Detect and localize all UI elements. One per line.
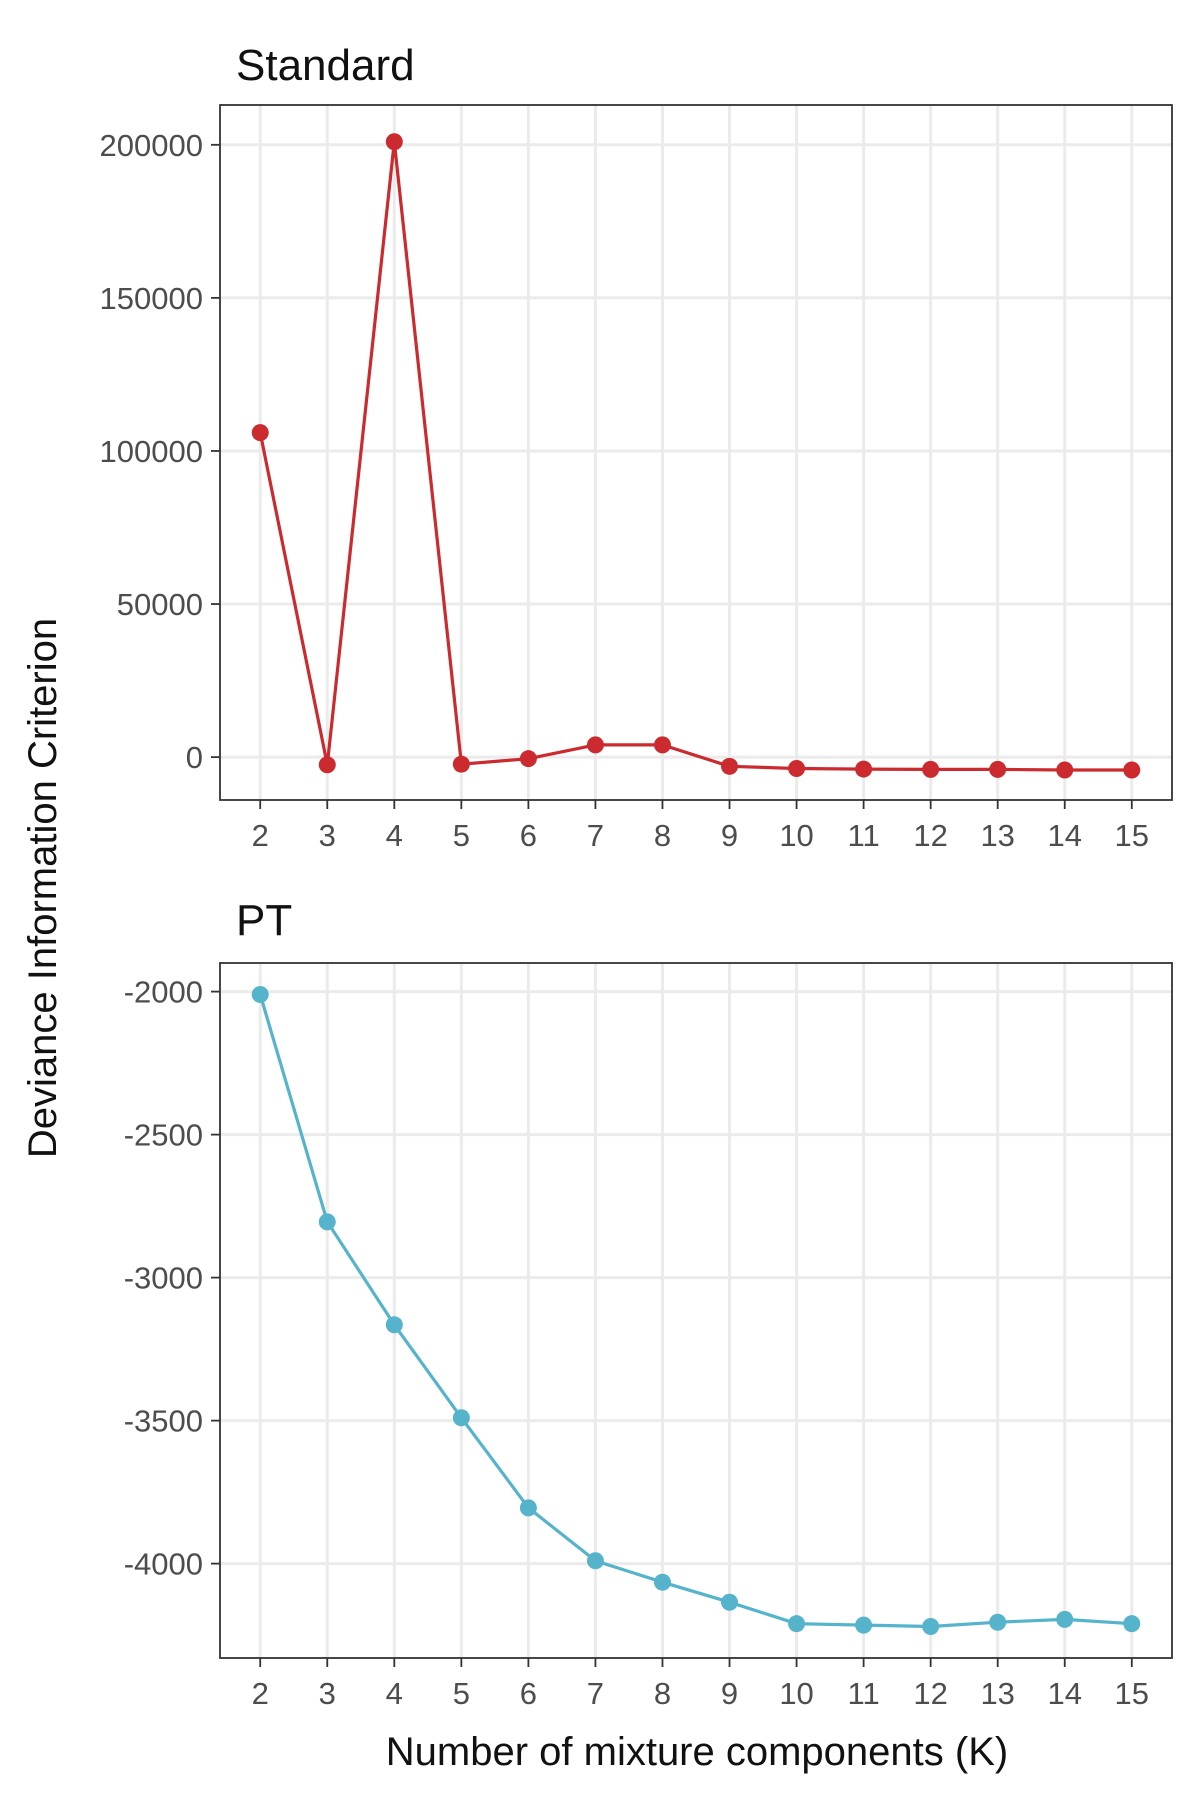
pt-data-point	[385, 1316, 403, 1334]
pt-x-tick-label: 6	[520, 1676, 537, 1711]
pt-data-point	[788, 1615, 806, 1633]
standard-x-tick-label: 3	[319, 818, 336, 853]
standard-series-line	[258, 140, 1132, 772]
standard-x-tick-label: 2	[252, 818, 269, 853]
pt-data-point	[989, 1613, 1007, 1631]
pt-data-point	[1123, 1615, 1141, 1633]
pt-data-point	[519, 1499, 537, 1517]
standard-data-point	[721, 757, 739, 775]
pt-data-point	[1056, 1610, 1074, 1628]
pt-x-tick-label: 5	[453, 1676, 470, 1711]
pt-x-tick-label: 8	[654, 1676, 671, 1711]
pt-x-tick-label: 14	[1047, 1676, 1081, 1711]
standard-data-point	[385, 133, 403, 151]
pt-data-point	[251, 985, 269, 1003]
standard-x-tick-label: 14	[1047, 818, 1081, 853]
pt-data-point	[855, 1616, 873, 1634]
standard-y-tick-label: 200000	[100, 128, 203, 163]
standard-data-point	[1056, 761, 1074, 779]
pt-x-tick-label: 3	[319, 1676, 336, 1711]
standard-x-tick-label: 5	[453, 818, 470, 853]
standard-plot-background	[220, 105, 1172, 800]
pt-x-tick-label: 7	[587, 1676, 604, 1711]
standard-data-point	[922, 760, 940, 778]
pt-y-tick-label: -3500	[124, 1404, 203, 1439]
pt-y-tick-label: -2000	[124, 975, 203, 1010]
pt-data-point	[586, 1552, 604, 1570]
pt-x-tick-label: 2	[252, 1676, 269, 1711]
standard-data-point	[452, 755, 470, 773]
standard-x-tick-label: 9	[721, 818, 738, 853]
pt-panel-border	[219, 962, 1173, 1659]
pt-x-tick-label: 11	[848, 1676, 880, 1711]
pt-data-point	[721, 1593, 739, 1611]
pt-data-point	[653, 1573, 671, 1591]
pt-x-tick-label: 9	[721, 1676, 738, 1711]
standard-y-tick-label: 50000	[117, 587, 203, 622]
standard-x-tick-label: 13	[980, 818, 1014, 853]
pt-y-tick-label: -3000	[124, 1261, 203, 1296]
standard-data-point	[653, 736, 671, 754]
standard-x-tick-label: 11	[848, 818, 880, 853]
pt-x-tick-label: 13	[980, 1676, 1014, 1711]
standard-data-point	[855, 760, 873, 778]
pt-y-tick-label: -4000	[124, 1547, 203, 1582]
standard-x-tick-label: 12	[913, 818, 947, 853]
pt-series-line	[258, 994, 1132, 1629]
pt-x-tick-label: 10	[779, 1676, 813, 1711]
pt-y-tick-label: -2500	[124, 1118, 203, 1153]
standard-data-point	[251, 424, 269, 442]
pt-x-tick-label: 4	[386, 1676, 403, 1711]
standard-data-point	[586, 736, 604, 754]
standard-x-tick-label: 15	[1115, 818, 1149, 853]
standard-x-tick-label: 7	[587, 818, 604, 853]
standard-y-tick-label: 150000	[100, 281, 203, 316]
standard-y-tick-label: 100000	[100, 434, 203, 469]
standard-panel: 0 50000 100000 150000 200000 2 3 4 5 6 7 8 9 10 11 12 13…	[100, 41, 1173, 853]
pt-x-tick-label: 15	[1115, 1676, 1149, 1711]
pt-panel-title: PT	[236, 896, 292, 945]
standard-x-tick-label: 6	[520, 818, 537, 853]
standard-x-tick-label: 4	[386, 818, 403, 853]
standard-x-tick-label: 8	[654, 818, 671, 853]
x-axis-title: Number of mixture components (K)	[386, 1730, 1008, 1774]
standard-panel-title: Standard	[236, 41, 415, 90]
standard-panel-border	[219, 104, 1173, 801]
standard-data-point	[1123, 761, 1141, 779]
standard-x-tick-label: 10	[779, 818, 813, 853]
standard-y-tick-label: 0	[186, 740, 203, 775]
standard-data-point	[519, 750, 537, 768]
standard-data-point	[788, 759, 806, 777]
pt-data-point	[922, 1618, 940, 1636]
pt-plot-background	[220, 963, 1172, 1658]
pt-data-point	[452, 1409, 470, 1427]
standard-data-point	[989, 760, 1007, 778]
pt-panel: -4000 -3500 -3000 -2500 -2000 2 3 4 5 6 7 8 9 10 11 12 1…	[124, 896, 1173, 1711]
pt-data-point	[318, 1213, 336, 1231]
standard-data-point	[318, 756, 336, 774]
y-axis-title: Deviance Information Criterion	[21, 618, 65, 1158]
pt-x-tick-label: 12	[913, 1676, 947, 1711]
